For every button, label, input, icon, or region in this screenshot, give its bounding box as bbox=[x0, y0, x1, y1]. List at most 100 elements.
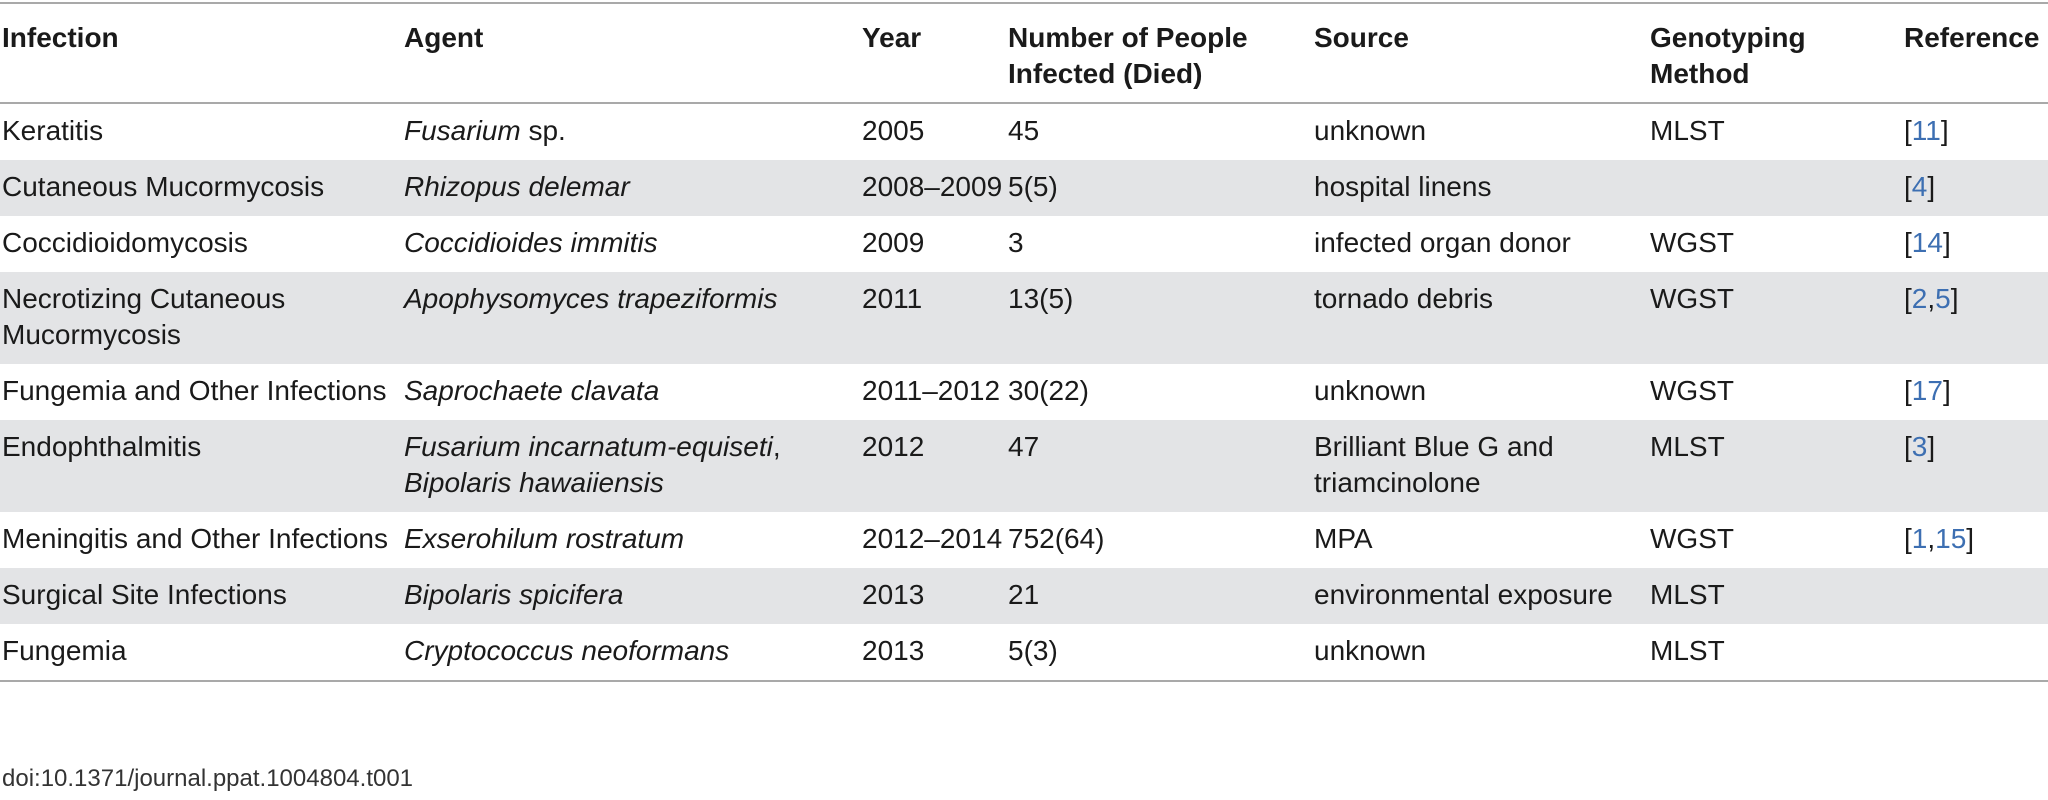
cell-genotyping-method: WGST bbox=[1648, 272, 1902, 364]
table-row: Keratitis Fusarium sp. 2005 45 unknown MLST [1… bbox=[0, 103, 2048, 160]
cell-genotyping-method: MLST bbox=[1648, 420, 1902, 512]
table-row: Meningitis and Other Infections Exserohil… bbox=[0, 512, 2048, 568]
ref-close-bracket: ] bbox=[1940, 115, 1949, 146]
cell-infection: Meningitis and Other Infections bbox=[2, 523, 388, 554]
agent-name: Cryptococcus neoformans bbox=[404, 635, 730, 666]
reference-link[interactable]: 3 bbox=[1911, 431, 1928, 462]
cell-genotyping-method: MLST bbox=[1650, 115, 1725, 146]
cell-reference: [2,5] bbox=[1902, 272, 2048, 364]
cell-infection: Fungemia bbox=[0, 624, 402, 682]
ref-open-bracket: [ bbox=[1904, 171, 1912, 202]
cell-genotyping-method: MLST bbox=[1648, 568, 1902, 624]
cell-agent: Saprochaete clavata bbox=[402, 364, 860, 420]
table-row: Coccidioidomycosis Coccidioides immitis 20… bbox=[0, 216, 2048, 272]
cell-year: 2012 bbox=[860, 420, 1006, 512]
cell-reference: [14] bbox=[1902, 216, 2048, 272]
cell-infection: Endophthalmitis bbox=[0, 420, 402, 512]
cell-reference: [3] bbox=[1902, 420, 2048, 512]
cell-year: 2011 bbox=[860, 272, 1006, 364]
header-agent: Agent bbox=[402, 2, 860, 104]
cell-infection: Cutaneous Mucormycosis bbox=[0, 160, 402, 216]
table-row: Endophthalmitis Fusarium incarnatum-equis… bbox=[0, 420, 2048, 512]
cell-number-infected: 47 bbox=[1006, 420, 1312, 512]
header-reference: Reference bbox=[1902, 2, 2048, 104]
cell-infection: Keratitis bbox=[2, 115, 104, 146]
agent-name-2: Bipolaris hawaiiensis bbox=[404, 467, 664, 498]
header-genotyping-method: Genotyping Method bbox=[1648, 2, 1902, 104]
cell-year: 2013 bbox=[860, 624, 1006, 682]
agent-name: Coccidioides immitis bbox=[404, 227, 658, 258]
table-row: Surgical Site Infections Bipolaris spicif… bbox=[0, 568, 2048, 624]
header-source: Source bbox=[1312, 2, 1648, 104]
cell-infection: Coccidioidomycosis bbox=[2, 227, 248, 258]
agent-name: Exserohilum rostratum bbox=[404, 523, 685, 554]
outbreak-table: Infection Agent Year Number of People In… bbox=[0, 2, 2048, 682]
cell-source: unknown bbox=[1312, 624, 1648, 682]
cell-source: unknown bbox=[1314, 115, 1427, 146]
cell-agent: Coccidioides immitis bbox=[402, 216, 860, 272]
cell-year: 2009 bbox=[862, 227, 925, 258]
cell-number-infected: 5(3) bbox=[1006, 624, 1312, 682]
cell-source: environmental exposure bbox=[1312, 568, 1648, 624]
cell-number-infected: 30(22) bbox=[1008, 375, 1089, 406]
cell-infection: Fungemia and Other Infections bbox=[2, 375, 387, 406]
ref-open-bracket: [ bbox=[1904, 375, 1912, 406]
table-row: Cutaneous Mucormycosis Rhizopus delemar 20… bbox=[0, 160, 2048, 216]
reference-link[interactable]: 4 bbox=[1911, 171, 1928, 202]
cell-source: hospital linens bbox=[1312, 160, 1648, 216]
cell-reference: [17] bbox=[1902, 364, 2048, 420]
cell-number-infected: 5(5) bbox=[1006, 160, 1312, 216]
ref-open-bracket: [ bbox=[1904, 431, 1912, 462]
agent-name: Bipolaris spicifera bbox=[404, 579, 624, 610]
ref-open-bracket: [ bbox=[1904, 227, 1912, 258]
reference-link[interactable]: 1 bbox=[1911, 523, 1928, 554]
table-row: Necrotizing Cutaneous Mucormycosis Apophy… bbox=[0, 272, 2048, 364]
cell-reference: [1,15] bbox=[1902, 512, 2048, 568]
cell-number-infected: 13(5) bbox=[1006, 272, 1312, 364]
reference-link[interactable]: 2 bbox=[1911, 283, 1928, 314]
cell-agent: Exserohilum rostratum bbox=[402, 512, 860, 568]
ref-close-bracket: ] bbox=[1927, 431, 1936, 462]
header-year: Year bbox=[860, 2, 1006, 104]
header-infection: Infection bbox=[0, 2, 402, 104]
cell-reference: [4] bbox=[1902, 160, 2048, 216]
cell-year: 2011–2012 bbox=[862, 375, 1001, 406]
reference-link[interactable]: 11 bbox=[1911, 115, 1941, 146]
reference-link[interactable]: 5 bbox=[1935, 283, 1951, 314]
cell-number-infected: 21 bbox=[1006, 568, 1312, 624]
cell-source: unknown bbox=[1314, 375, 1427, 406]
reference-link[interactable]: 17 bbox=[1911, 375, 1943, 406]
cell-year: 2005 bbox=[862, 115, 925, 146]
ref-open-bracket: [ bbox=[1904, 523, 1912, 554]
cell-number-infected: 752(64) bbox=[1008, 523, 1105, 554]
cell-source: infected organ donor bbox=[1314, 227, 1571, 258]
cell-number-infected: 45 bbox=[1008, 115, 1040, 146]
reference-link[interactable]: 14 bbox=[1911, 227, 1943, 258]
cell-genotyping-method: WGST bbox=[1650, 227, 1734, 258]
cell-agent: Bipolaris spicifera bbox=[402, 568, 860, 624]
cell-source: Brilliant Blue G and triamcinolone bbox=[1312, 420, 1648, 512]
ref-separator: , bbox=[1927, 283, 1936, 314]
cell-reference bbox=[1902, 624, 2048, 682]
agent-name: Saprochaete clavata bbox=[404, 375, 660, 406]
cell-infection: Surgical Site Infections bbox=[0, 568, 402, 624]
ref-separator: , bbox=[1927, 523, 1936, 554]
ref-open-bracket: [ bbox=[1904, 283, 1912, 314]
table-row: Fungemia Cryptococcus neoformans 2013 5(3) u… bbox=[0, 624, 2048, 682]
cell-agent: Rhizopus delemar bbox=[402, 160, 860, 216]
cell-reference bbox=[1902, 568, 2048, 624]
reference-link[interactable]: 15 bbox=[1935, 523, 1967, 554]
cell-genotyping-method bbox=[1648, 160, 1902, 216]
cell-infection: Necrotizing Cutaneous Mucormycosis bbox=[0, 272, 402, 364]
cell-genotyping-method: WGST bbox=[1650, 375, 1734, 406]
agent-suffix: , bbox=[772, 431, 781, 462]
cell-year: 2012–2014 bbox=[862, 523, 1003, 554]
cell-agent: Cryptococcus neoformans bbox=[402, 624, 860, 682]
cell-source: MPA bbox=[1314, 523, 1373, 554]
agent-suffix: sp. bbox=[520, 115, 566, 146]
ref-close-bracket: ] bbox=[1942, 227, 1951, 258]
cell-genotyping-method: WGST bbox=[1650, 523, 1734, 554]
agent-name: Rhizopus delemar bbox=[404, 171, 630, 202]
cell-genotyping-method: MLST bbox=[1648, 624, 1902, 682]
cell-reference: [11] bbox=[1902, 103, 2048, 160]
